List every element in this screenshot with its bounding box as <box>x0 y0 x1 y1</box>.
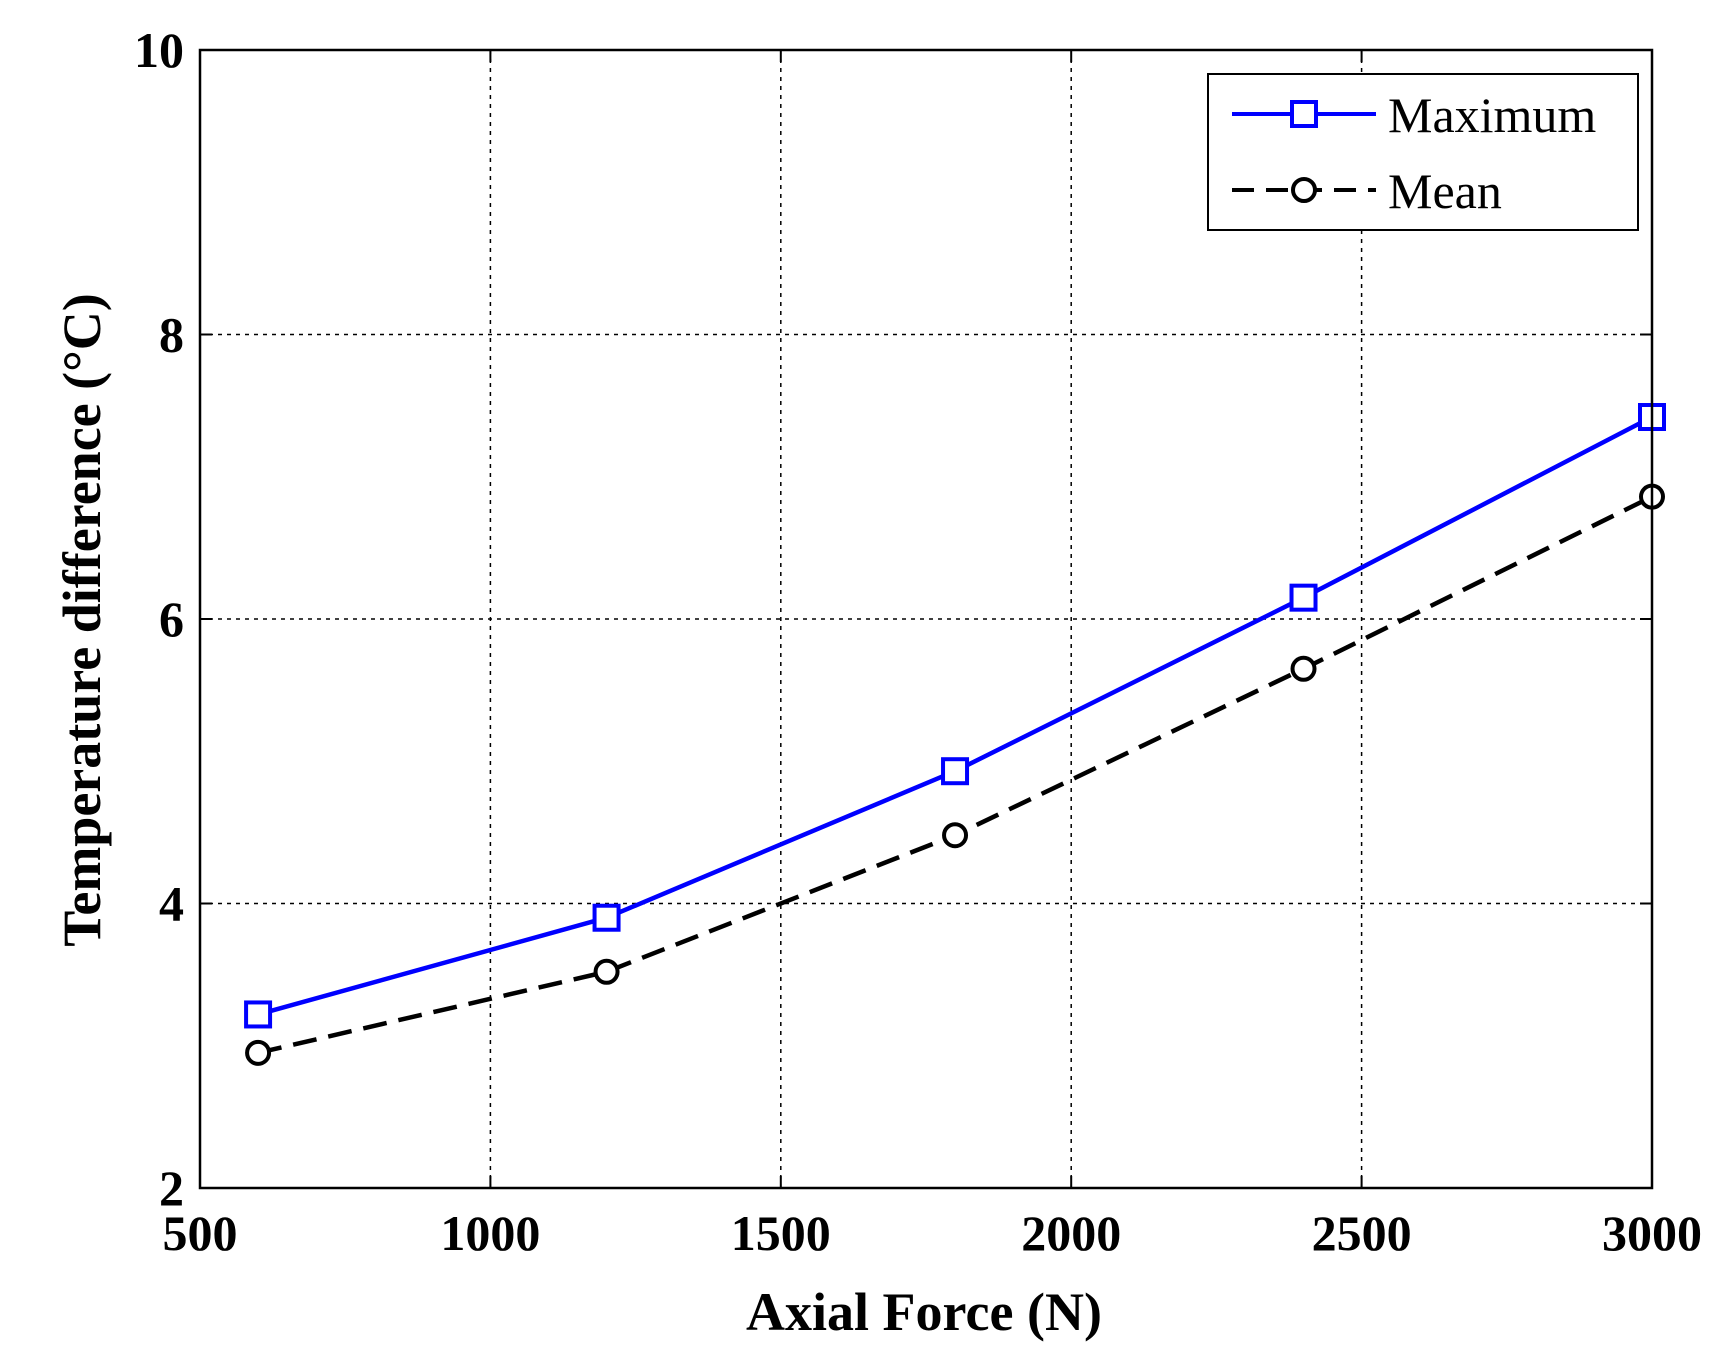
tick-marks <box>199 49 1653 1189</box>
y-axis-title: Temperature difference (°C) <box>52 293 112 946</box>
data-point-mean <box>245 1039 272 1066</box>
y-tick-labels: 2 4 6 8 10 <box>134 22 184 1216</box>
series-layer <box>244 403 1666 1066</box>
x-tick-label: 2500 <box>1312 1205 1412 1261</box>
x-tick-labels: 500 1000 1500 2000 2500 3000 <box>163 1205 1703 1261</box>
x-tick-label: 1000 <box>440 1205 540 1261</box>
y-tick-label: 6 <box>159 591 184 647</box>
y-tick-label: 4 <box>159 876 184 932</box>
data-point-maximum <box>592 903 621 932</box>
legend: Maximum Mean <box>1207 73 1639 231</box>
legend-box <box>1207 73 1639 231</box>
data-point-maximum <box>941 757 970 786</box>
legend-mean-marker <box>1291 177 1317 203</box>
x-tick-label: 2000 <box>1021 1205 1121 1261</box>
data-point-mean <box>1290 655 1317 682</box>
data-point-maximum <box>244 1000 273 1029</box>
data-point-mean <box>593 958 620 985</box>
x-tick-label: 500 <box>163 1205 238 1261</box>
grid-lines <box>200 50 1652 1188</box>
data-point-mean <box>942 822 969 849</box>
x-tick-label: 3000 <box>1602 1205 1702 1261</box>
x-axis-title: Axial Force (N) <box>746 1282 1102 1342</box>
legend-maximum-marker <box>1290 100 1318 128</box>
x-tick-label: 1500 <box>731 1205 831 1261</box>
y-tick-label: 2 <box>159 1160 184 1216</box>
legend-maximum-label: Maximum <box>1388 87 1596 143</box>
data-point-maximum <box>1289 583 1318 612</box>
legend-mean-label: Mean <box>1388 163 1502 219</box>
y-tick-label: 10 <box>134 22 184 78</box>
y-tick-label: 8 <box>159 307 184 363</box>
